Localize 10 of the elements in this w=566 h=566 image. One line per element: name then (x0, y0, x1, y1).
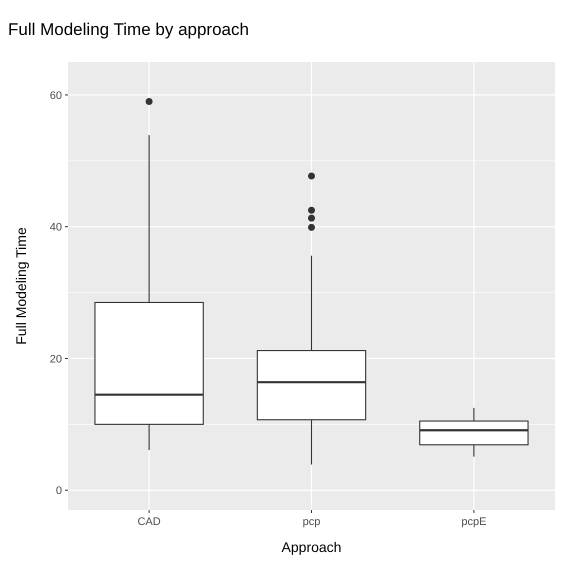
x-tick-label: pcp (302, 516, 320, 528)
x-tick-label: CAD (137, 516, 161, 528)
y-tick-label: 40 (50, 222, 62, 234)
chart-title: Full Modeling Time by approach (8, 20, 249, 39)
y-tick-label: 60 (50, 90, 62, 102)
y-tick-label: 20 (50, 353, 62, 366)
x-axis-title: Approach (282, 539, 342, 555)
y-axis-title: Full Modeling Time (13, 227, 29, 345)
y-tick-label: 0 (56, 485, 62, 498)
x-tick-label: pcpE (461, 516, 486, 528)
